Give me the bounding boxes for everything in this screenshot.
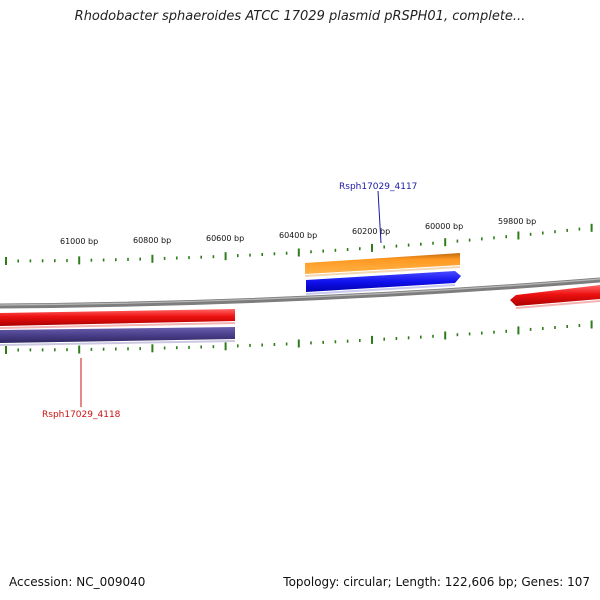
ruler-label-60800: 60800 bp bbox=[133, 236, 171, 245]
plasmid-backbone bbox=[0, 277, 600, 309]
ruler-label-61000: 61000 bp bbox=[60, 237, 98, 246]
gene-orange[interactable] bbox=[305, 253, 460, 274]
ruler-label-60400: 60400 bp bbox=[279, 231, 317, 240]
map-title: Rhodobacter sphaeroides ATCC 17029 plasm… bbox=[74, 9, 526, 24]
ruler-label-59800: 59800 bp bbox=[498, 217, 536, 226]
topology-summary: Topology: circular; Length: 122,606 bp; … bbox=[283, 575, 590, 589]
gene-rsph17029-4117[interactable] bbox=[306, 271, 461, 292]
ruler-ticks-lower bbox=[5, 320, 593, 354]
accession-text: Accession: NC_009040 bbox=[9, 575, 146, 589]
ruler-label-60000: 60000 bp bbox=[425, 222, 463, 231]
gene-label-rsph17029-4117[interactable]: Rsph17029_4117 bbox=[339, 182, 417, 192]
ruler-ticks-upper bbox=[5, 223, 593, 265]
gene-red-left[interactable] bbox=[0, 309, 235, 326]
gene-rsph17029-4118[interactable] bbox=[0, 327, 235, 343]
gene-label-rsph17029-4118[interactable]: Rsph17029_4118 bbox=[42, 410, 121, 420]
leader-line-4117 bbox=[377, 190, 382, 244]
ruler-label-60600: 60600 bp bbox=[206, 234, 244, 243]
gene-red-right[interactable] bbox=[510, 285, 600, 306]
ruler-label-60200: 60200 bp bbox=[352, 227, 390, 236]
